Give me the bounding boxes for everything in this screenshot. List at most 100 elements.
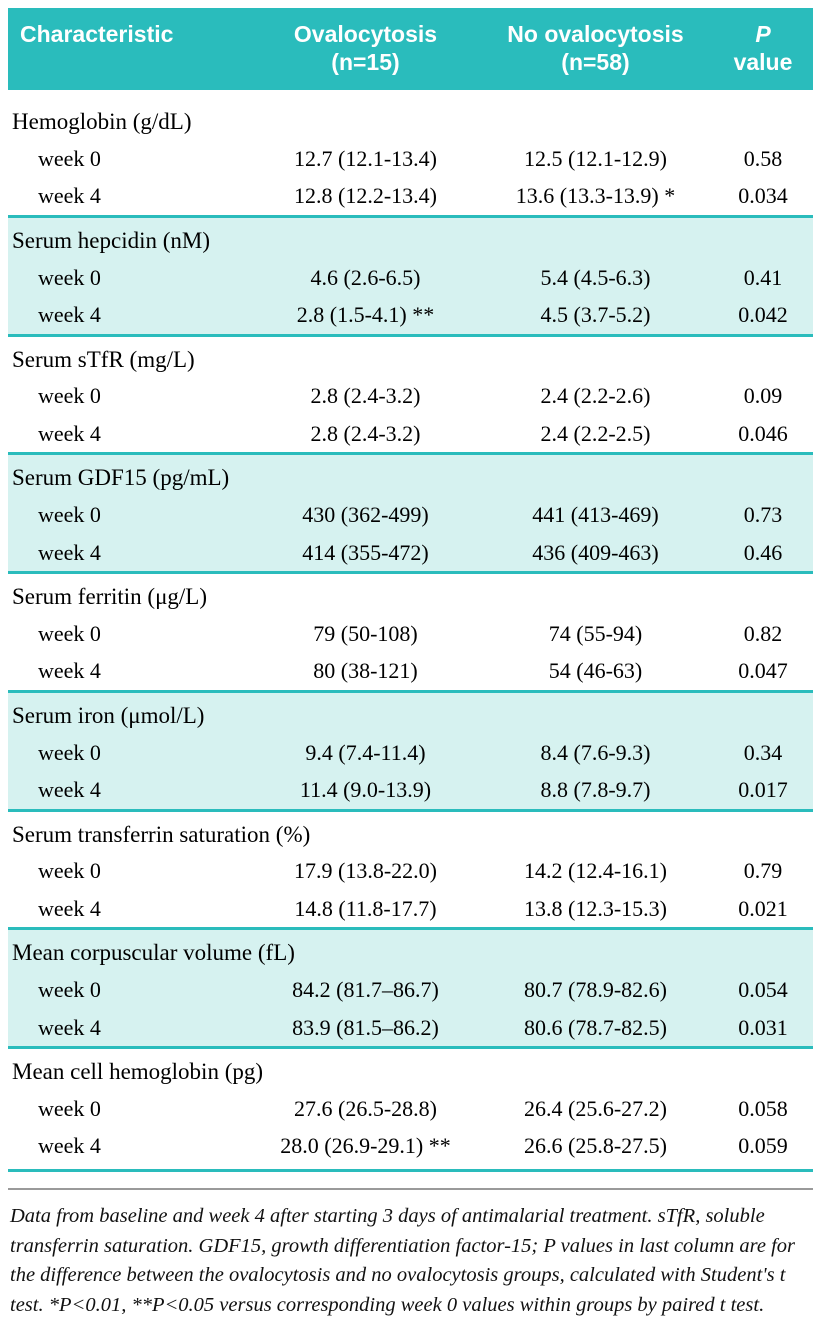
row-label: week 4 [8, 1008, 253, 1048]
no-ovalocytosis-value: 26.6 (25.8-27.5) [478, 1127, 713, 1172]
table-header-row: Characteristic Ovalocytosis (n=15) No ov… [8, 8, 813, 91]
header-no-ovalocytosis-n: (n=58) [561, 49, 630, 76]
p-value: 0.058 [738, 1095, 788, 1121]
header-no-ovalocytosis: No ovalocytosis (n=58) [478, 8, 713, 91]
group-name-row: Hemoglobin (g/dL) [8, 90, 813, 140]
row-label: week 0 [38, 1095, 101, 1121]
no-ovalocytosis-value: 2.4 (2.2-2.6) [540, 383, 651, 409]
ovalocytosis-value: 79 (50-108) [313, 620, 418, 646]
row-label: week 4 [8, 1127, 253, 1172]
group-name-row: Mean cell hemoglobin (pg) [8, 1046, 813, 1090]
group-name: Serum iron (μmol/L) [8, 689, 813, 734]
row-label: week 0 [8, 733, 253, 772]
group-serum-gdf15-pg-ml: Serum GDF15 (pg/mL) week 0 430 (362-499) 44… [8, 452, 813, 573]
no-ovalocytosis-value: 14.2 (12.4-16.1) [524, 858, 667, 884]
p-value: 0.34 [713, 733, 813, 772]
no-ovalocytosis-value: 74 (55-94) [548, 620, 643, 646]
ovalocytosis-value: 14.8 (11.8-17.7) [294, 895, 437, 921]
row-label: week 4 [8, 533, 253, 573]
p-value: 0.034 [738, 183, 788, 209]
data-row: week 0 430 (362-499) 441 (413-469) 0.73 [8, 496, 813, 534]
no-ovalocytosis-value: 54 (46-63) [548, 658, 643, 684]
group-name: Mean corpuscular volume (fL) [8, 927, 813, 972]
group-serum-ferritin-g-l: Serum ferritin (μg/L) week 0 79 (50-108) 74… [8, 571, 813, 692]
ovalocytosis-value: 12.8 (12.2-13.4) [294, 183, 437, 209]
p-value: 0.46 [713, 533, 813, 573]
data-row: week 0 17.9 (13.8-22.0) 14.2 (12.4-16.1) 0.… [8, 852, 813, 890]
data-row: week 4 2.8 (1.5-4.1) ** 4.5 (3.7-5.2) 0.042 [8, 296, 813, 336]
header-no-ovalocytosis-label: No ovalocytosis [507, 21, 684, 47]
data-row: week 4 414 (355-472) 436 (409-463) 0.46 [8, 533, 813, 573]
ovalocytosis-value: 80 (38-121) [313, 658, 418, 684]
header-characteristic-label: Characteristic [20, 21, 174, 47]
group-name: Serum ferritin (μg/L) [8, 571, 813, 615]
p-value: 0.58 [743, 145, 783, 171]
group-name-row: Mean corpuscular volume (fL) [8, 927, 813, 972]
header-ovalocytosis-n: (n=15) [331, 49, 400, 76]
data-row: week 0 2.8 (2.4-3.2) 2.4 (2.2-2.6) 0.09 [8, 377, 813, 415]
ovalocytosis-value: 2.8 (2.4-3.2) [310, 383, 421, 409]
row-label: week 0 [8, 496, 253, 534]
footnote-divider [8, 1187, 813, 1190]
row-label: week 0 [38, 383, 101, 409]
p-value: 0.021 [738, 895, 788, 921]
ovalocytosis-value: 27.6 (26.5-28.8) [294, 1095, 437, 1121]
row-label: week 0 [8, 971, 253, 1009]
group-name: Serum hepcidin (nM) [8, 214, 813, 259]
no-ovalocytosis-value: 13.6 (13.3-13.9) * [515, 183, 676, 209]
group-name: Mean cell hemoglobin (pg) [8, 1046, 813, 1090]
no-ovalocytosis-value: 4.5 (3.7-5.2) [478, 296, 713, 336]
no-ovalocytosis-value: 80.7 (78.9-82.6) [478, 971, 713, 1009]
table-footnote: Data from baseline and week 4 after star… [10, 1204, 796, 1316]
p-value: 0.09 [743, 383, 783, 409]
group-name: Hemoglobin (g/dL) [12, 109, 192, 135]
no-ovalocytosis-value: 436 (409-463) [478, 533, 713, 573]
header-characteristic: Characteristic [8, 8, 253, 91]
p-value: 0.031 [713, 1008, 813, 1048]
data-row: week 0 79 (50-108) 74 (55-94) 0.82 [8, 615, 813, 653]
row-label: week 4 [8, 771, 253, 811]
p-value: 0.41 [713, 258, 813, 297]
data-row: week 0 9.4 (7.4-11.4) 8.4 (7.6-9.3) 0.34 [8, 733, 813, 772]
group-name: Serum sTfR (mg/L) [8, 333, 813, 378]
group-mean-cell-hemoglobin-pg: Mean cell hemoglobin (pg) week 0 27.6 (26.… [8, 1046, 813, 1172]
group-hemoglobin-g-dl: Hemoglobin (g/dL) week 0 12.7 (12.1-13.4) 1… [8, 90, 813, 216]
row-label: week 0 [38, 145, 101, 171]
header-ovalocytosis-label: Ovalocytosis [293, 21, 438, 47]
ovalocytosis-value: 2.8 (1.5-4.1) ** [253, 296, 478, 336]
ovalocytosis-value: 414 (355-472) [253, 533, 478, 573]
ovalocytosis-value: 84.2 (81.7–86.7) [253, 971, 478, 1009]
p-value: 0.046 [738, 420, 788, 446]
row-label: week 0 [8, 258, 253, 297]
row-label: week 4 [8, 296, 253, 336]
row-label: week 0 [38, 620, 101, 646]
data-row: week 4 12.8 (12.2-13.4) 13.6 (13.3-13.9) *… [8, 177, 813, 216]
row-label: week 4 [38, 183, 101, 209]
row-label: week 4 [38, 420, 101, 446]
group-mean-corpuscular-volume-fl: Mean corpuscular volume (fL) week 0 84.2 (… [8, 927, 813, 1048]
ovalocytosis-value: 2.8 (2.4-3.2) [310, 420, 421, 446]
p-value: 0.054 [713, 971, 813, 1009]
data-row: week 4 83.9 (81.5–86.2) 80.6 (78.7-82.5) 0.… [8, 1008, 813, 1048]
no-ovalocytosis-value: 8.4 (7.6-9.3) [478, 733, 713, 772]
data-row: week 0 4.6 (2.6-6.5) 5.4 (4.5-6.3) 0.41 [8, 258, 813, 297]
data-row: week 4 28.0 (26.9-29.1) ** 26.6 (25.8-27.5… [8, 1127, 813, 1172]
ovalocytosis-value: 83.9 (81.5–86.2) [253, 1008, 478, 1048]
group-serum-hepcidin-nm: Serum hepcidin (nM) week 0 4.6 (2.6-6.5) 5.… [8, 214, 813, 336]
row-label: week 4 [38, 658, 101, 684]
no-ovalocytosis-value: 441 (413-469) [478, 496, 713, 534]
no-ovalocytosis-value: 26.4 (25.6-27.2) [524, 1095, 667, 1121]
group-name-row: Serum transferrin saturation (%) [8, 808, 813, 853]
p-value: 0.047 [738, 658, 788, 684]
data-row: week 4 11.4 (9.0-13.9) 8.8 (7.8-9.7) 0.017 [8, 771, 813, 811]
group-name-row: Serum sTfR (mg/L) [8, 333, 813, 378]
p-value: 0.042 [713, 296, 813, 336]
group-name-row: Serum ferritin (μg/L) [8, 571, 813, 615]
header-ovalocytosis: Ovalocytosis (n=15) [253, 8, 478, 91]
ovalocytosis-value: 9.4 (7.4-11.4) [253, 733, 478, 772]
data-row: week 4 2.8 (2.4-3.2) 2.4 (2.2-2.5) 0.046 [8, 415, 813, 454]
group-name-row: Serum iron (μmol/L) [8, 689, 813, 734]
data-row: week 4 80 (38-121) 54 (46-63) 0.047 [8, 652, 813, 691]
data-row: week 0 27.6 (26.5-28.8) 26.4 (25.6-27.2) 0.… [8, 1090, 813, 1128]
